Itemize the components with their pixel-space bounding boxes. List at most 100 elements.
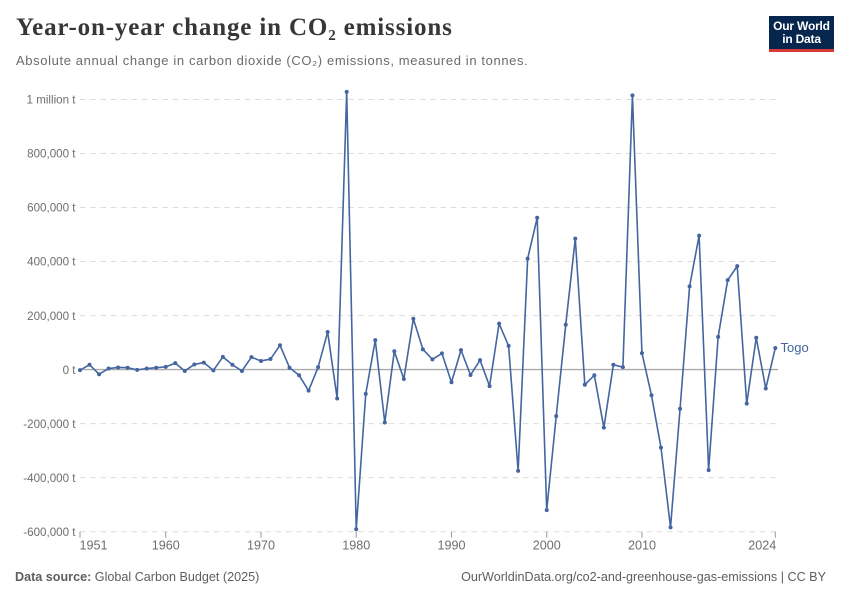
data-point	[716, 334, 721, 339]
data-point	[211, 368, 216, 373]
x-axis-tick-label: 1980	[342, 539, 370, 553]
data-point	[497, 321, 502, 326]
data-point	[611, 362, 616, 367]
data-point	[297, 373, 302, 378]
attribution-link[interactable]: OurWorldinData.org/co2-and-greenhouse-ga…	[461, 570, 826, 584]
data-point	[449, 380, 454, 385]
data-point	[354, 527, 359, 532]
x-axis-tick-label: 1970	[247, 539, 275, 553]
y-axis-tick-label: -200,000 t	[23, 418, 76, 431]
series-label-togo: Togo	[781, 340, 809, 355]
chart-footer: Data source: Global Carbon Budget (2025)…	[0, 570, 850, 590]
data-point	[335, 396, 340, 401]
data-point	[535, 215, 540, 220]
x-axis-tick-label: 2000	[533, 539, 561, 553]
data-point	[630, 93, 635, 98]
data-point	[230, 362, 235, 367]
data-point	[620, 365, 625, 370]
data-point	[506, 343, 511, 348]
data-point	[687, 284, 692, 289]
y-axis-tick-label: -400,000 t	[23, 472, 76, 485]
y-axis-tick-label: -600,000 t	[23, 526, 76, 539]
x-axis-tick-label: 2010	[628, 539, 656, 553]
owid-logo-line2: in Data	[782, 31, 821, 46]
data-point	[363, 391, 368, 396]
data-point	[392, 349, 397, 354]
data-point	[287, 365, 292, 370]
data-point	[458, 348, 463, 353]
data-point	[154, 365, 159, 370]
data-point	[773, 345, 778, 350]
data-point	[163, 364, 168, 369]
data-point	[668, 525, 673, 530]
data-point	[430, 357, 435, 362]
data-point	[258, 358, 263, 363]
data-point	[573, 236, 578, 241]
data-point	[697, 233, 702, 238]
chart-subtitle: Absolute annual change in carbon dioxide…	[16, 53, 529, 68]
data-point	[763, 386, 768, 391]
data-point	[382, 420, 387, 425]
data-point	[97, 372, 102, 377]
data-point	[744, 401, 749, 406]
owid-logo-red-bar	[769, 49, 834, 52]
y-axis-tick-label: 1 million t	[27, 94, 77, 107]
data-point	[639, 351, 644, 356]
data-point	[192, 362, 197, 367]
data-point	[754, 335, 759, 340]
x-axis-tick-label: 2024	[748, 539, 776, 553]
y-axis-tick-label: 800,000 t	[27, 148, 76, 161]
data-point	[278, 343, 283, 348]
data-point	[306, 388, 311, 393]
data-point	[516, 468, 521, 473]
data-point	[316, 365, 321, 370]
data-point	[173, 361, 178, 366]
data-point	[563, 322, 568, 327]
data-point	[220, 354, 225, 359]
data-point	[249, 355, 254, 360]
data-point	[135, 367, 140, 372]
data-point	[468, 373, 473, 377]
y-axis-tick-label: 200,000 t	[27, 310, 76, 323]
data-point	[649, 393, 654, 398]
data-point	[182, 368, 187, 373]
data-point	[554, 414, 559, 419]
x-axis-tick-label: 1990	[437, 539, 465, 553]
data-point	[487, 384, 492, 389]
data-point	[116, 365, 121, 370]
data-point	[401, 377, 406, 382]
data-point	[544, 508, 549, 513]
data-point	[78, 368, 82, 373]
y-axis-tick-label: 0 t	[63, 364, 77, 377]
series-line-togo	[79, 91, 777, 531]
owid-logo[interactable]: Our World in Data	[769, 16, 834, 49]
data-point	[678, 406, 683, 411]
data-point	[87, 362, 92, 367]
data-point	[201, 360, 206, 365]
data-point	[268, 357, 273, 362]
data-point	[125, 365, 130, 370]
data-point	[659, 445, 663, 450]
data-point	[411, 316, 416, 321]
data-point	[725, 278, 730, 283]
data-point	[144, 366, 149, 371]
chart-title: Year-on-year change in CO₂ emissions	[16, 14, 453, 41]
data-point	[601, 425, 606, 430]
data-point	[592, 373, 597, 378]
data-point	[373, 338, 378, 343]
x-axis-tick-label: 1951	[80, 539, 108, 553]
data-point	[106, 366, 111, 371]
data-point	[439, 351, 444, 356]
x-axis-tick-label: 1960	[152, 539, 180, 553]
data-source-note: Data source: Global Carbon Budget (2025)	[15, 570, 259, 584]
data-point	[478, 358, 483, 363]
data-source-label: Data source:	[15, 570, 92, 584]
data-point	[344, 89, 349, 94]
data-source-value: Global Carbon Budget (2025)	[94, 570, 260, 584]
data-point	[325, 330, 330, 335]
data-point	[582, 382, 587, 387]
data-point	[239, 368, 244, 373]
data-point	[525, 256, 530, 261]
